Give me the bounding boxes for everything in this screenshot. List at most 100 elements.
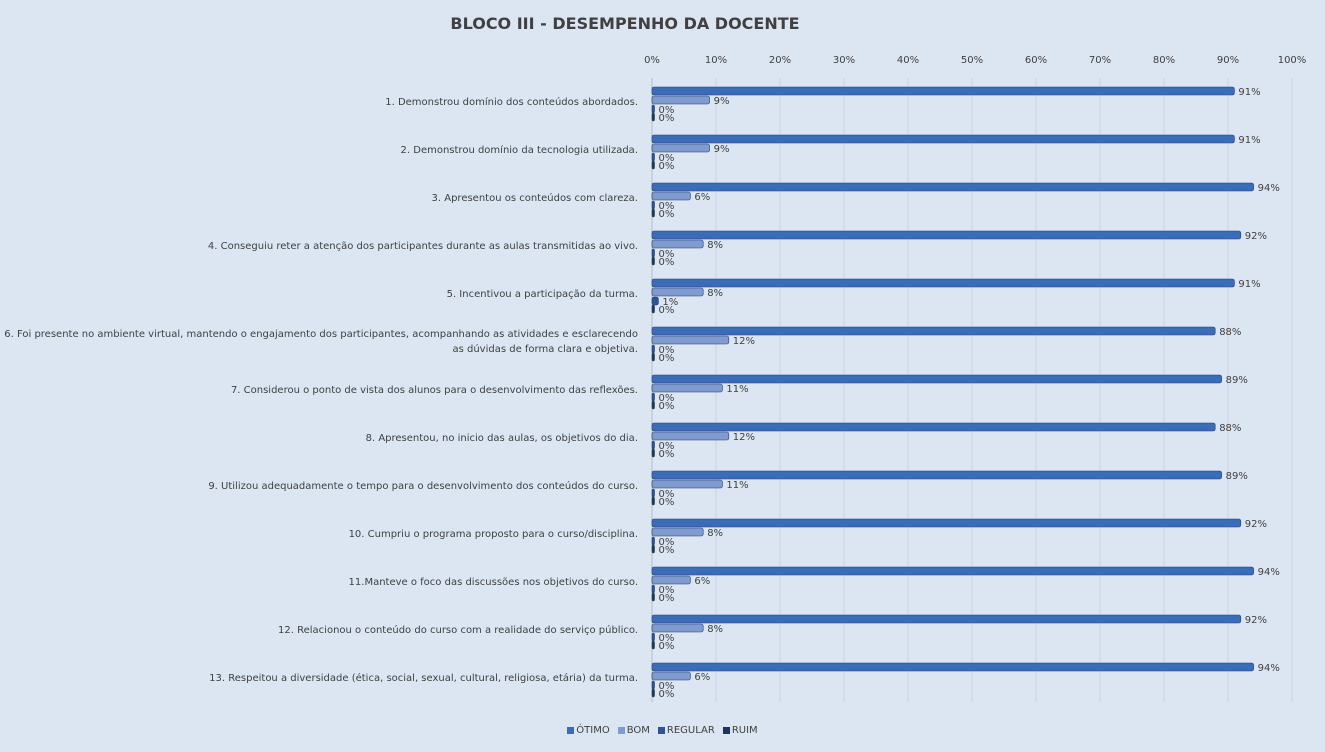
bar-regular	[651, 440, 655, 450]
x-tick-label: 10%	[705, 55, 727, 66]
data-label: 94%	[1258, 663, 1280, 674]
legend-label: RUIM	[731, 725, 758, 736]
legend-swatch	[617, 726, 625, 734]
data-label: 0%	[659, 209, 675, 220]
data-label: 8%	[707, 624, 723, 635]
data-label: 88%	[1219, 423, 1241, 434]
bar-ruim	[651, 256, 655, 266]
bar-bom	[651, 143, 710, 153]
data-label: 0%	[659, 249, 675, 260]
bar-ótimo	[651, 230, 1242, 240]
bar-ótimo	[651, 422, 1216, 432]
bar-bom	[651, 431, 730, 441]
x-tick-label: 50%	[961, 55, 983, 66]
data-label: 12%	[733, 432, 755, 443]
bar-ruim	[651, 352, 655, 362]
category-label: 2. Demonstrou domínio da tecnologia util…	[400, 144, 638, 156]
bar-regular	[651, 680, 655, 690]
category-label: 12. Relacionou o conteúdo do curso com a…	[278, 624, 638, 636]
data-label: 0%	[659, 401, 675, 412]
bar-regular	[651, 584, 655, 594]
data-label: 11%	[726, 480, 748, 491]
bar-ruim	[651, 496, 655, 506]
category-label: 8. Apresentou, no inicio das aulas, os o…	[365, 432, 638, 444]
bar-regular	[651, 344, 655, 354]
data-label: 8%	[707, 528, 723, 539]
bar-ótimo	[651, 134, 1235, 144]
data-label: 11%	[726, 384, 748, 395]
bar-bom	[651, 575, 691, 585]
data-label: 94%	[1258, 567, 1280, 578]
data-label: 91%	[1238, 87, 1260, 98]
bar-ruim	[651, 160, 655, 170]
data-label: 92%	[1245, 231, 1267, 242]
chart-title: BLOCO III - DESEMPENHO DA DOCENTE	[450, 14, 800, 33]
category-label: 6. Foi presente no ambiente virtual, man…	[4, 329, 638, 355]
bar-bom	[651, 335, 730, 345]
data-label: 0%	[659, 497, 675, 508]
bar-regular	[651, 488, 655, 498]
data-label: 0%	[659, 489, 675, 500]
bar-ótimo	[651, 86, 1235, 96]
bar-bom	[651, 95, 710, 105]
x-tick-label: 60%	[1025, 55, 1047, 66]
data-label: 0%	[659, 113, 675, 124]
bar-regular	[651, 296, 659, 306]
bar-bom	[651, 671, 691, 681]
legend-item: REGULAR	[657, 725, 715, 736]
category-label: 11.Manteve o foco das discussões nos obj…	[348, 576, 638, 588]
data-label: 9%	[714, 96, 730, 107]
data-label: 0%	[659, 441, 675, 452]
data-label: 0%	[659, 345, 675, 356]
category-label: 13. Respeitou a diversidade (ética, soci…	[209, 672, 638, 684]
bar-regular	[651, 248, 655, 258]
bar-ruim	[651, 448, 655, 458]
data-label: 88%	[1219, 327, 1241, 338]
data-label: 89%	[1226, 471, 1248, 482]
legend-swatch	[567, 726, 575, 734]
x-tick-label: 40%	[897, 55, 919, 66]
legend-item: RUIM	[722, 725, 758, 736]
bar-ruim	[651, 304, 655, 314]
category-label: 5. Incentivou a participação da turma.	[446, 288, 638, 300]
data-label: 6%	[694, 672, 710, 683]
bar-ótimo	[651, 278, 1235, 288]
x-tick-label: 70%	[1089, 55, 1111, 66]
category-label: 3. Apresentou os conteúdos com clareza.	[431, 192, 638, 204]
x-tick-label: 80%	[1153, 55, 1175, 66]
data-label: 0%	[659, 545, 675, 556]
data-label: 6%	[694, 576, 710, 587]
data-label: 0%	[659, 161, 675, 172]
data-label: 92%	[1245, 519, 1267, 530]
bar-ótimo	[651, 614, 1242, 624]
bar-bom	[651, 479, 723, 489]
data-label: 8%	[707, 240, 723, 251]
bar-bom	[651, 527, 704, 537]
legend-label: REGULAR	[666, 725, 715, 736]
data-label: 0%	[659, 257, 675, 268]
x-tick-label: 20%	[769, 55, 791, 66]
bar-bom	[651, 623, 704, 633]
bar-ruim	[651, 112, 655, 122]
x-tick-label: 0%	[644, 55, 660, 66]
bar-ótimo	[651, 326, 1216, 336]
x-tick-label: 30%	[833, 55, 855, 66]
data-label: 0%	[659, 105, 675, 116]
category-label: 10. Cumpriu o programa proposto para o c…	[348, 528, 638, 540]
data-label: 92%	[1245, 615, 1267, 626]
bar-ótimo	[651, 662, 1254, 672]
data-label: 9%	[714, 144, 730, 155]
category-label: 9. Utilizou adequadamente o tempo para o…	[208, 480, 638, 492]
legend-swatch	[657, 726, 665, 734]
data-label: 0%	[659, 305, 675, 316]
bar-bom	[651, 287, 704, 297]
legend-item: ÓTIMO	[567, 725, 610, 736]
bar-ruim	[651, 544, 655, 554]
x-tick-label: 90%	[1217, 55, 1239, 66]
category-label: 1. Demonstrou domínio dos conteúdos abor…	[385, 96, 638, 108]
data-label: 0%	[659, 585, 675, 596]
bar-regular	[651, 152, 655, 162]
x-tick-label: 100%	[1278, 55, 1307, 66]
